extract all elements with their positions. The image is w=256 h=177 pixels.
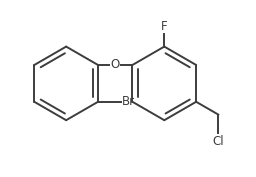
Text: Br: Br <box>122 95 135 108</box>
Text: O: O <box>111 58 120 72</box>
Text: F: F <box>161 20 168 33</box>
Text: Cl: Cl <box>212 135 224 148</box>
